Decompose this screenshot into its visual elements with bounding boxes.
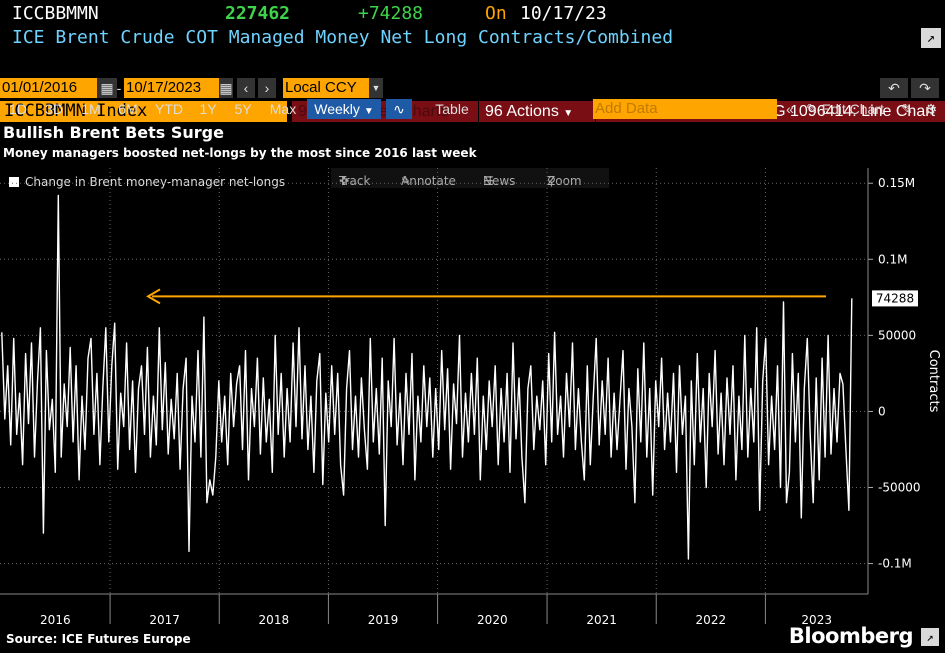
legend[interactable]: Change in Brent money-manager net-longs <box>3 175 285 197</box>
start-date-input[interactable]: 01/01/2016 <box>0 78 97 98</box>
range-1d[interactable]: 1D <box>9 101 27 117</box>
x-tick-label: 2023 <box>801 613 832 627</box>
x-tick-label: 2019 <box>368 613 399 627</box>
news-label: News <box>483 174 516 188</box>
last-value: 227462 <box>225 3 291 24</box>
range-5y[interactable]: 5Y <box>234 101 252 117</box>
edit-chart-label: Edit Chart <box>821 101 884 117</box>
track-label: Track <box>339 174 371 188</box>
chevron-right-icon[interactable]: › <box>258 78 276 98</box>
range-ytd[interactable]: YTD <box>155 101 183 117</box>
range-3d[interactable]: 3D <box>45 101 63 117</box>
frequency-label: Weekly <box>314 101 360 117</box>
range-max[interactable]: Max <box>269 101 297 117</box>
zoom-icon: ⚲ <box>547 174 556 188</box>
source-note: Source: ICE Futures Europe <box>6 632 191 646</box>
x-tick-label: 2021 <box>586 613 617 627</box>
range-1m[interactable]: 1M <box>81 101 101 117</box>
x-tick-label: 2016 <box>40 613 71 627</box>
legend-label: Change in Brent money-manager net-longs <box>25 175 286 189</box>
y-tick-label: 0.1M <box>878 252 907 266</box>
calendar-icon[interactable]: ▦ <box>219 78 233 98</box>
x-tick-label: 2020 <box>477 613 508 627</box>
y-tick-label: 50000 <box>878 328 916 342</box>
range-1y[interactable]: 1Y <box>199 101 217 117</box>
news-icon: ☰ <box>483 174 494 188</box>
frequency-select[interactable]: Weekly ▼ <box>307 99 381 119</box>
actions-button[interactable]: 96 Actions ▼ <box>479 101 595 122</box>
chevron-down-icon: ▼ <box>563 108 574 119</box>
y-tick-label: 0 <box>878 404 886 418</box>
last-value-box <box>872 290 918 307</box>
end-date-input[interactable]: 10/17/2023 <box>124 78 220 98</box>
date-separator: - <box>116 80 122 96</box>
description-bar: ICE Brent Crude COT Managed Money Net Lo… <box>0 26 945 50</box>
table-button[interactable]: Table <box>435 101 469 117</box>
annotate-icon: ✎ <box>401 174 412 188</box>
legend-swatch <box>9 177 19 187</box>
edit-chart-button[interactable]: ✎ Edit Chart <box>804 99 894 119</box>
security-description: ICE Brent Crude COT Managed Money Net Lo… <box>12 27 674 48</box>
gear-icon[interactable]: ⚙ <box>924 101 938 117</box>
bloomberg-logo: Bloomberg <box>788 624 914 648</box>
annotate-label: Annotate <box>401 174 456 188</box>
range-bar: 1D 3D 1M 6M YTD 1Y 5Y Max Weekly ▼ ∿ Tab… <box>0 99 945 120</box>
chevron-down-icon[interactable]: ▼ <box>369 78 383 98</box>
x-tick-label: 2017 <box>149 613 180 627</box>
undo-icon[interactable]: ↶ <box>880 78 908 98</box>
y-axis-label: Contracts <box>926 350 941 413</box>
date-bar: 01/01/2016 ▦ - 10/17/2023 ▦ ‹ › Local CC… <box>0 78 945 100</box>
share-icon[interactable]: ↗ <box>921 628 939 646</box>
y-tick-label: -50000 <box>878 481 921 495</box>
x-tick-label: 2018 <box>259 613 290 627</box>
line-chart-icon[interactable]: ∿ <box>386 99 412 119</box>
range-6m[interactable]: 6M <box>118 101 138 117</box>
last-value-label: 74288 <box>876 291 914 305</box>
edit-icon[interactable]: ✎ <box>901 101 913 117</box>
double-chevron-left-icon[interactable]: « <box>786 101 794 117</box>
chevron-down-icon: ▼ <box>363 106 374 117</box>
calendar-icon[interactable]: ▦ <box>97 78 117 98</box>
chart-title: Bullish Brent Bets Surge <box>3 123 224 142</box>
annotation-arrowhead <box>146 288 161 305</box>
header-bar: ICCBBMMN 227462 +74288 On 10/17/23 <box>0 0 945 26</box>
security-field[interactable]: ICCBBMMN Index <box>0 101 287 122</box>
header-date: 10/17/23 <box>520 3 607 24</box>
currency-select[interactable]: Local CCY <box>283 78 371 98</box>
pencil-icon: ✎ <box>806 101 818 117</box>
chart-subtitle: Money managers boosted net-longs by the … <box>3 146 477 160</box>
change-value: +74288 <box>358 3 424 24</box>
zoom-label: Zoom <box>547 174 582 188</box>
x-tick-label: 2022 <box>696 613 727 627</box>
on-label: On <box>485 3 507 24</box>
redo-icon[interactable]: ↷ <box>911 78 939 98</box>
command-bar: ICCBBMMN Index 96 Suggested Charts 96 Ac… <box>0 50 945 122</box>
actions-label: 96 Actions <box>485 103 559 120</box>
y-tick-label: -0.1M <box>878 557 912 571</box>
series-line <box>1 194 853 560</box>
crosshair-icon: ✜ <box>339 174 350 188</box>
y-tick-label: 0.15M <box>878 176 915 190</box>
add-data-input[interactable]: Add Data <box>593 99 777 119</box>
ticker: ICCBBMMN <box>12 3 99 24</box>
expand-icon[interactable]: ↗ <box>921 28 941 48</box>
chevron-left-icon[interactable]: ‹ <box>237 78 255 98</box>
